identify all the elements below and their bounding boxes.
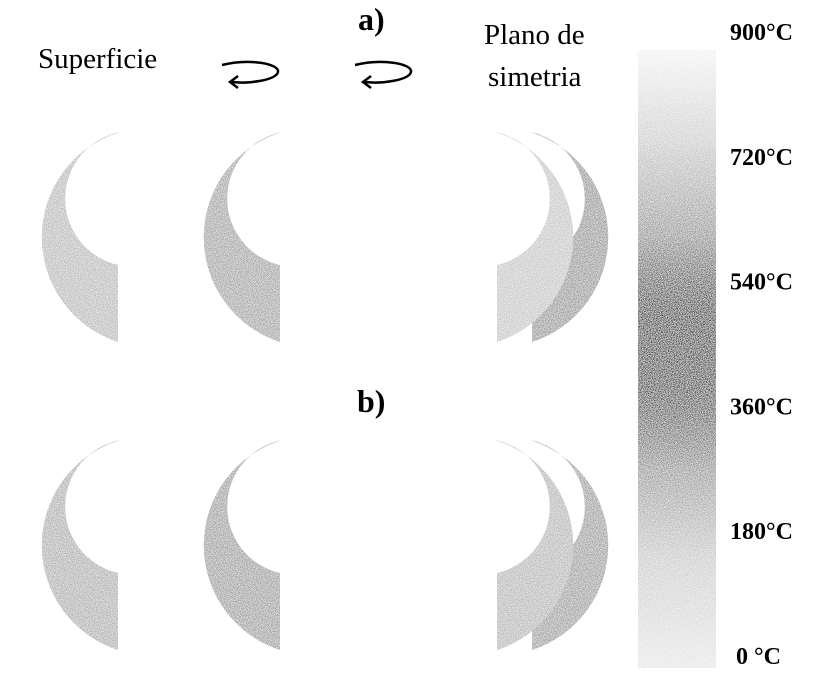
panel-label: b)	[357, 383, 385, 419]
colorbar-labels: 900°C 720°C 540°C 360°C 180°C 0 °C	[730, 20, 793, 670]
section-2	[204, 440, 282, 650]
annotation: simetria	[488, 61, 582, 93]
colorbar-label: 360°C	[730, 394, 793, 420]
colorbar-label: 540°C	[730, 270, 793, 296]
arrow	[355, 62, 411, 83]
rotation-arrows	[222, 62, 411, 88]
colorbar-label: 0 °C	[736, 644, 781, 670]
figure: a) b) Superficie Plano de simetria 900°C…	[0, 0, 834, 683]
colorbar-label: 720°C	[730, 145, 793, 171]
panel-label: a)	[358, 1, 385, 37]
row-b	[42, 440, 608, 650]
colorbar-label: 900°C	[730, 20, 793, 46]
arrow	[222, 62, 278, 83]
colorbar	[638, 50, 716, 668]
annotation: Plano de	[484, 19, 585, 51]
section-2	[204, 132, 282, 342]
annotation: Superficie	[38, 43, 157, 75]
section-1	[42, 440, 120, 650]
colorbar-label: 180°C	[730, 519, 793, 545]
row-a	[42, 132, 608, 342]
section-1	[42, 132, 120, 342]
